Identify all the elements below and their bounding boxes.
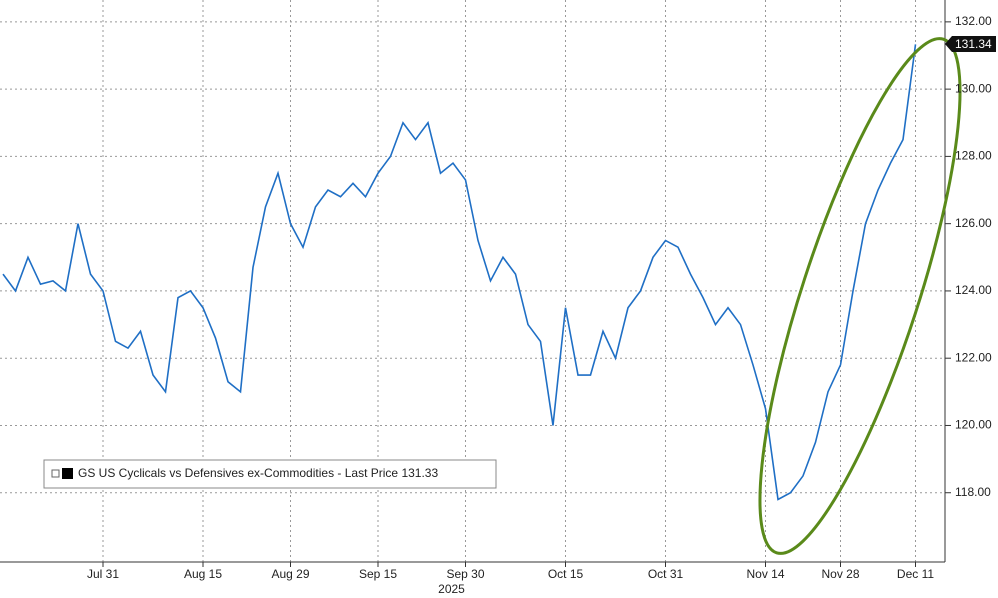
- x-year-label: 2025: [438, 582, 465, 596]
- x-tick-label: Sep 30: [446, 567, 484, 581]
- y-tick-label: 124.00: [955, 283, 992, 297]
- y-tick-label: 120.00: [955, 418, 992, 432]
- x-tick-label: Jul 31: [87, 567, 119, 581]
- x-tick-label: Nov 28: [821, 567, 859, 581]
- x-tick-label: Dec 11: [897, 567, 934, 581]
- y-tick-label: 118.00: [955, 485, 991, 499]
- legend: GS US Cyclicals vs Defensives ex-Commodi…: [43, 459, 497, 489]
- y-tick-label: 128.00: [955, 149, 992, 163]
- x-tick-label: Aug 15: [184, 567, 222, 581]
- y-tick-label: 130.00: [955, 81, 992, 95]
- price-tag: [945, 36, 996, 53]
- x-tick-label: Nov 14: [746, 567, 784, 581]
- series-line: [2, 44, 917, 501]
- legend-toggle: [51, 469, 60, 478]
- legend-label: GS US Cyclicals vs Defensives ex-Commodi…: [78, 466, 438, 480]
- y-tick-label: 132.00: [955, 14, 992, 28]
- x-tick-label: Oct 15: [548, 567, 584, 581]
- x-tick-label: Oct 31: [648, 567, 684, 581]
- y-tick-label: 122.00: [955, 350, 992, 364]
- overlay: 118.00 120.00 122.00 124.00 126.00 128.00 130.…: [87, 14, 996, 596]
- price-tag-label: 131.34: [955, 37, 992, 51]
- highlight-ellipse: [758, 37, 962, 555]
- legend-value: 131.33: [401, 466, 438, 480]
- legend-box: [43, 459, 497, 489]
- legend-swatch: [62, 468, 73, 479]
- x-tick-label: Aug 29: [271, 567, 309, 581]
- y-tick-label: 126.00: [955, 216, 992, 230]
- x-tick-label: Sep 15: [359, 567, 397, 581]
- legend-name: GS US Cyclicals vs Defensives ex-Commodi…: [78, 466, 398, 480]
